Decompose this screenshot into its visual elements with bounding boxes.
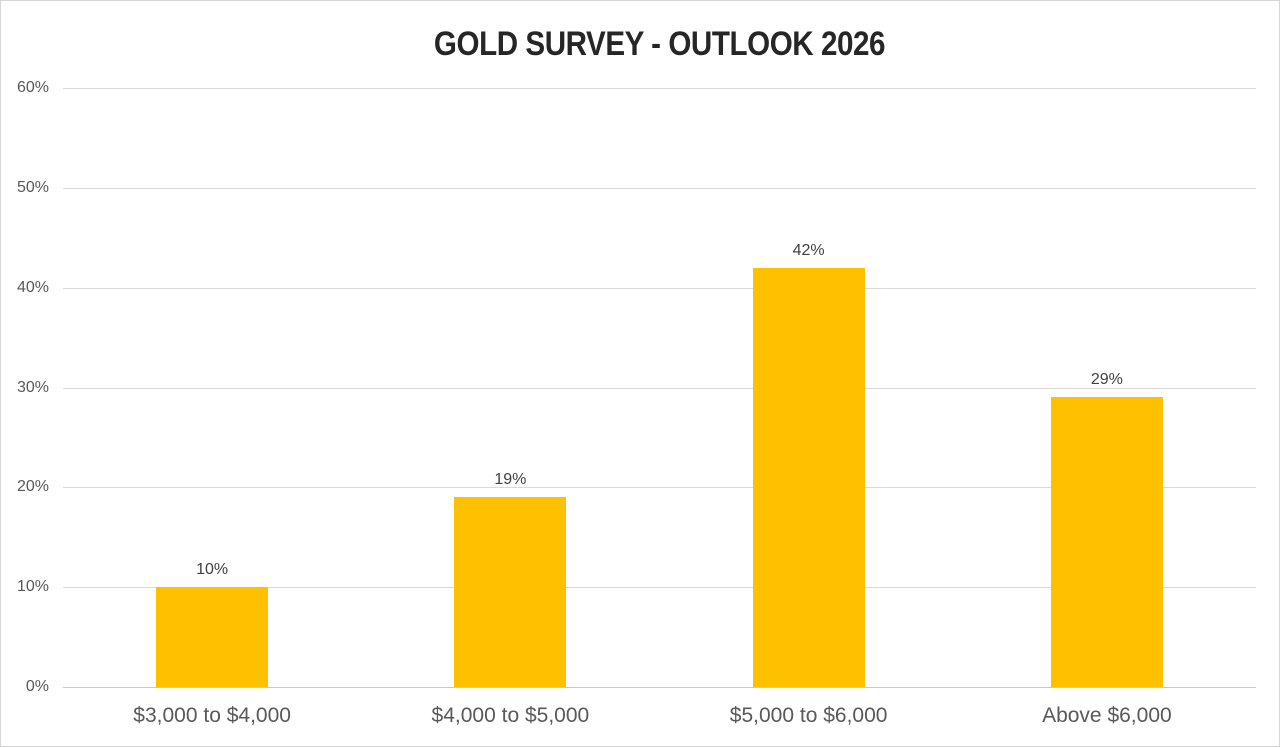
y-tick-label: 40% <box>16 278 49 296</box>
y-tick-label: 10% <box>16 578 49 596</box>
bar <box>454 497 567 687</box>
y-tick-label: 60% <box>16 79 49 96</box>
bar <box>156 587 269 687</box>
bar-value-label: 42% <box>792 241 825 259</box>
category-label: $3,000 to $4,000 <box>133 704 291 727</box>
y-tick-label: 0% <box>25 678 49 695</box>
chart-title: GOLD SURVEY - OUTLOOK 2026 <box>433 25 886 63</box>
gridline <box>63 88 1256 89</box>
gridline <box>63 187 1256 189</box>
gridline <box>63 487 1256 489</box>
gridline <box>63 287 1256 289</box>
bar-value-label: 19% <box>494 471 527 489</box>
bar-value-label: 29% <box>1090 371 1123 389</box>
y-tick-label: 50% <box>16 178 49 196</box>
bar-value-label: 10% <box>196 561 229 579</box>
y-tick-label: 30% <box>16 378 49 396</box>
gridline <box>63 387 1256 389</box>
bar <box>1050 397 1163 687</box>
y-axis: 0% 10% 20% 30% 40% 50% 60% <box>1 80 49 695</box>
x-axis-line <box>63 687 1256 688</box>
plot-area: 10% 19% 42% 29% <box>63 88 1256 688</box>
category-label: $5,000 to $6,000 <box>729 704 888 727</box>
x-axis: $3,000 to $4,000 $4,000 to $5,000 $5,000 t… <box>63 702 1256 734</box>
gridline <box>63 587 1256 589</box>
category-label: Above $6,000 <box>1042 704 1172 727</box>
category-label: $4,000 to $5,000 <box>431 704 590 727</box>
y-tick-label: 20% <box>16 478 49 496</box>
bar <box>752 267 865 687</box>
